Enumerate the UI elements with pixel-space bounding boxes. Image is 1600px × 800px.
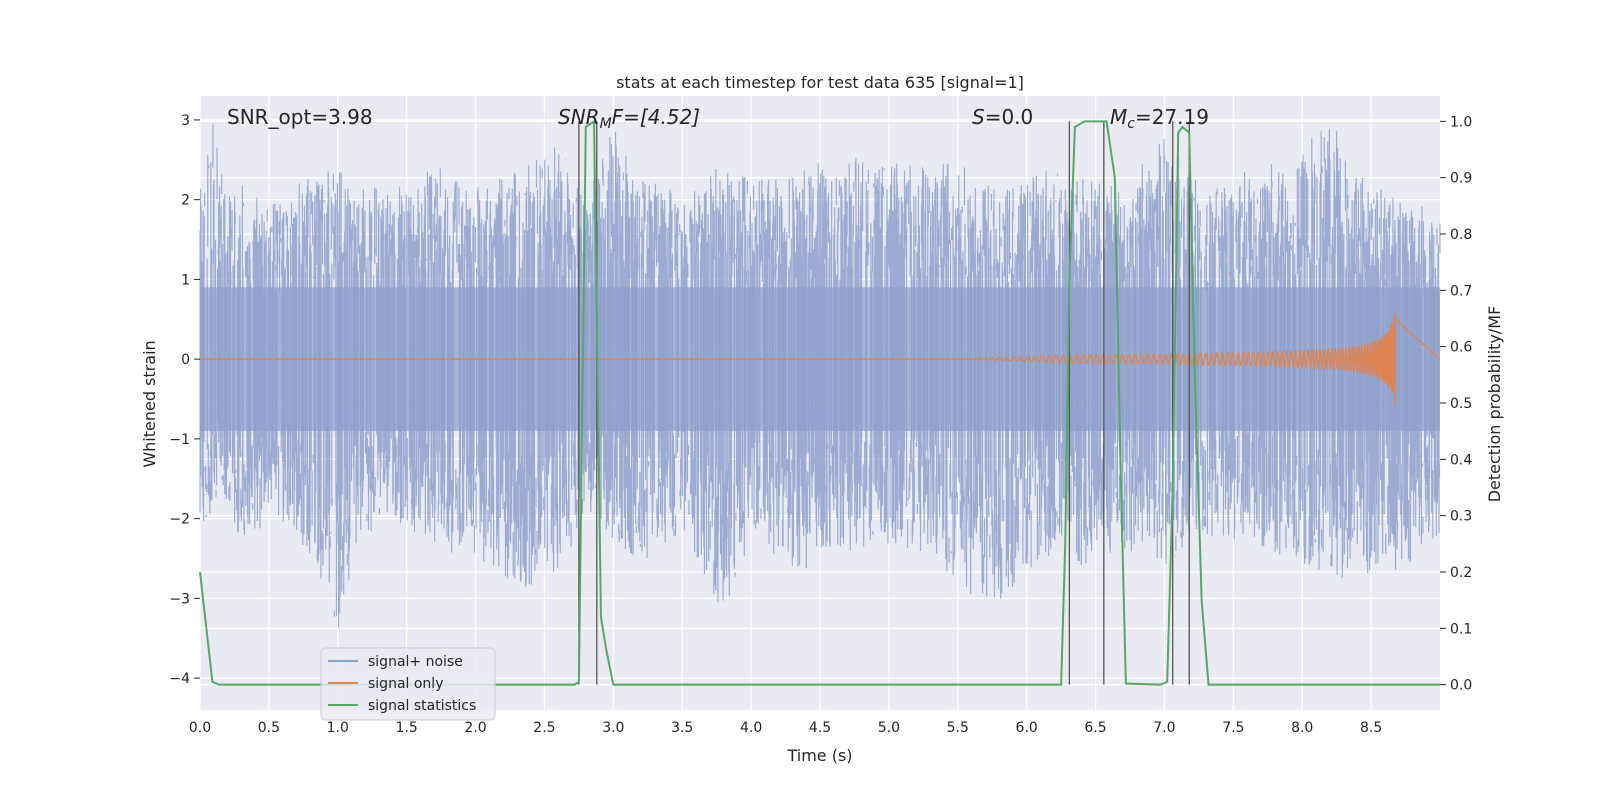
y2-tick-label: 0.4 xyxy=(1450,452,1472,468)
y-tick-label: −2 xyxy=(169,512,190,528)
x-tick-label: 0.5 xyxy=(258,720,280,736)
y2-tick-label: 1.0 xyxy=(1450,114,1472,130)
x-tick-label: 3.0 xyxy=(602,720,624,736)
x-tick-label: 7.0 xyxy=(1153,720,1175,736)
y-tick-label: 0 xyxy=(181,352,190,368)
chart-title: stats at each timestep for test data 635… xyxy=(616,73,1024,92)
x-tick-label: 2.5 xyxy=(533,720,555,736)
y-tick-label: 3 xyxy=(181,113,190,129)
legend-label-signal: signal only xyxy=(368,676,443,692)
x-tick-label: 1.0 xyxy=(327,720,349,736)
signal-series xyxy=(199,312,1441,405)
x-tick-label: 6.5 xyxy=(1084,720,1106,736)
y2-tick-label: 0.2 xyxy=(1450,565,1472,581)
y-tick-label: 1 xyxy=(181,272,190,288)
annotation-snr-opt: SNR_opt=3.98 xyxy=(227,105,373,129)
annotation-s: S=0.0 xyxy=(972,105,1033,129)
y2-tick-label: 0.1 xyxy=(1450,621,1472,637)
axis-ticks: 0.0 0.5 1.0 1.5 2.0 2.5 3.0 3.5 4.0 4.5 5.0 5.5 6.0 6… xyxy=(169,113,1472,736)
y2-axis-label: Detection probability/MF xyxy=(1485,306,1504,503)
y-tick-label: 2 xyxy=(181,193,190,209)
y-tick-label: −1 xyxy=(169,432,190,448)
x-tick-label: 7.5 xyxy=(1222,720,1244,736)
x-tick-label: 4.0 xyxy=(740,720,762,736)
annotation-snr-mf: SNRMF=[4.52] xyxy=(558,105,700,132)
y2-tick-label: 0.3 xyxy=(1450,509,1472,525)
stats-trace xyxy=(199,119,1440,686)
y2-tick-label: 0.7 xyxy=(1450,283,1472,299)
legend-box xyxy=(320,647,496,721)
x-axis-label: Time (s) xyxy=(786,746,852,765)
annotation-mc: Mc=27.19 xyxy=(1110,105,1209,132)
legend: signal+ noise signal only signal statist… xyxy=(320,647,496,721)
signal-trace xyxy=(199,312,1441,405)
x-tick-label: 0.0 xyxy=(189,720,211,736)
y-tick-label: −3 xyxy=(169,591,190,607)
x-tick-label: 1.5 xyxy=(396,720,418,736)
y-axis-label: Whitened strain xyxy=(140,340,159,467)
y2-tick-label: 0.0 xyxy=(1450,678,1472,694)
x-tick-label: 5.0 xyxy=(878,720,900,736)
x-tick-label: 6.0 xyxy=(1016,720,1038,736)
x-tick-label: 8.0 xyxy=(1291,720,1313,736)
y2-tick-label: 0.6 xyxy=(1450,340,1472,356)
x-tick-label: 8.5 xyxy=(1360,720,1382,736)
x-tick-label: 3.5 xyxy=(671,720,693,736)
x-tick-label: 2.0 xyxy=(464,720,486,736)
y2-tick-label: 0.9 xyxy=(1450,171,1472,187)
y2-tick-label: 0.5 xyxy=(1450,396,1472,412)
vertical-markers xyxy=(578,121,1190,685)
legend-label-noise: signal+ noise xyxy=(368,654,463,670)
stats-series xyxy=(199,119,1440,686)
y-tick-label: −4 xyxy=(169,671,190,687)
x-tick-label: 4.5 xyxy=(809,720,831,736)
legend-label-stats: signal statistics xyxy=(368,698,476,714)
x-tick-label: 5.5 xyxy=(947,720,969,736)
y2-tick-label: 0.8 xyxy=(1450,227,1472,243)
